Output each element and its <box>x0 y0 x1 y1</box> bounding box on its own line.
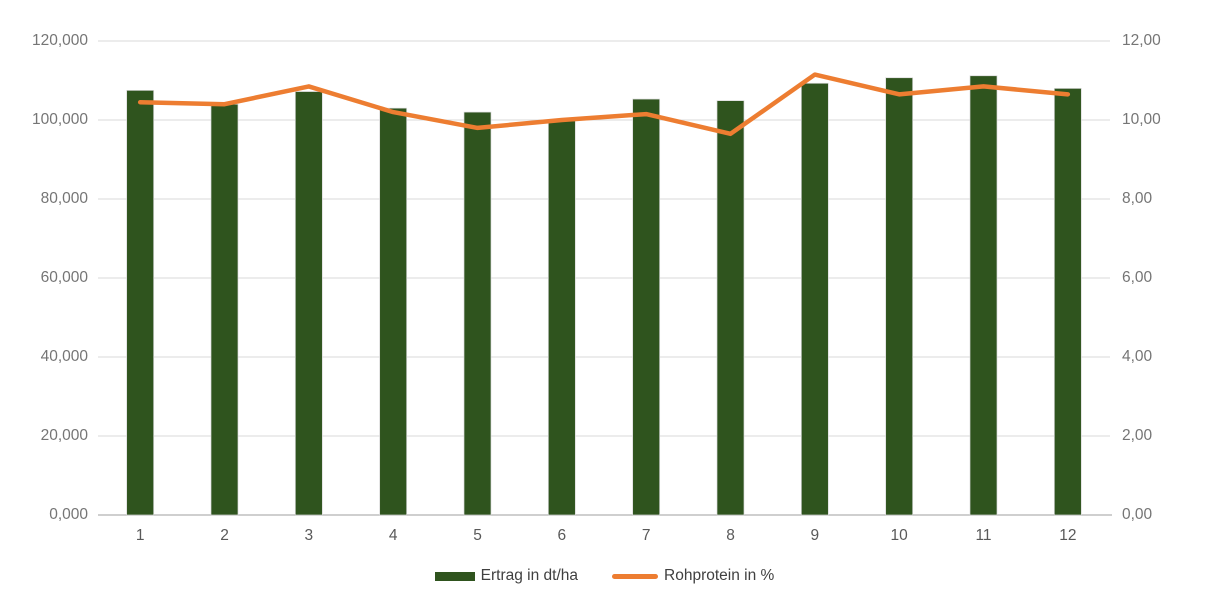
y-axis-tick-left: 120,000 <box>31 32 88 49</box>
x-axis-label: 2 <box>220 527 229 544</box>
ertrag-bar <box>126 90 155 516</box>
y-axis-tick-left: 60,000 <box>40 269 88 286</box>
y-axis-tick-right: 6,00 <box>1122 269 1153 286</box>
ertrag-bar <box>969 75 998 516</box>
y-axis-tick-right: 10,00 <box>1122 111 1161 128</box>
x-axis-label: 8 <box>726 527 735 544</box>
y-axis-tick-right: 0,00 <box>1122 506 1153 523</box>
y-axis-tick-right: 4,00 <box>1122 348 1153 365</box>
line-series-swatch-icon <box>612 573 659 579</box>
y-axis-tick-right: 12,00 <box>1122 32 1161 49</box>
x-axis-label: 3 <box>304 527 314 544</box>
y-axis-tick-left: 80,000 <box>40 190 88 207</box>
bar-series-swatch-icon <box>434 571 475 581</box>
y-axis-tick-left: 40,000 <box>40 348 88 365</box>
x-axis-label: 9 <box>810 527 820 544</box>
x-axis-label: 11 <box>975 527 992 544</box>
legend: Ertrag in dt/ha Rohprotein in % <box>0 567 1209 585</box>
ertrag-bar <box>800 82 829 516</box>
x-axis-label: 7 <box>641 527 651 544</box>
ertrag-bar <box>885 77 914 516</box>
ertrag-bar <box>632 98 661 516</box>
rohprotein-line <box>137 72 1071 137</box>
y-axis-tick-left: 0,000 <box>49 506 88 523</box>
ertrag-bar <box>294 91 323 516</box>
y-axis-tick-left: 20,000 <box>40 427 88 444</box>
y-axis-tick-right: 8,00 <box>1122 190 1153 207</box>
y-axis-tick-left: 100,000 <box>31 111 88 128</box>
ertrag-bar <box>210 103 239 516</box>
ertrag-bar <box>547 120 576 516</box>
ertrag-bar <box>463 111 492 516</box>
x-axis-label: 4 <box>388 527 398 544</box>
x-axis-label: 5 <box>473 527 482 544</box>
ertrag-bar <box>379 107 408 516</box>
ertrag-bar <box>716 100 745 516</box>
legend-item-rohprotein: Rohprotein in % <box>612 567 774 585</box>
legend-item-ertrag: Ertrag in dt/ha <box>434 567 579 585</box>
ertrag-bar <box>1053 88 1082 516</box>
x-axis-label: 12 <box>1059 527 1077 544</box>
x-axis-label: 1 <box>135 527 145 544</box>
y-axis-tick-right: 2,00 <box>1122 427 1153 444</box>
x-axis-label: 6 <box>557 527 567 544</box>
x-axis-label: 10 <box>890 527 908 544</box>
legend-label-rohprotein: Rohprotein in % <box>664 567 775 584</box>
legend-label-ertrag: Ertrag in dt/ha <box>480 567 579 584</box>
